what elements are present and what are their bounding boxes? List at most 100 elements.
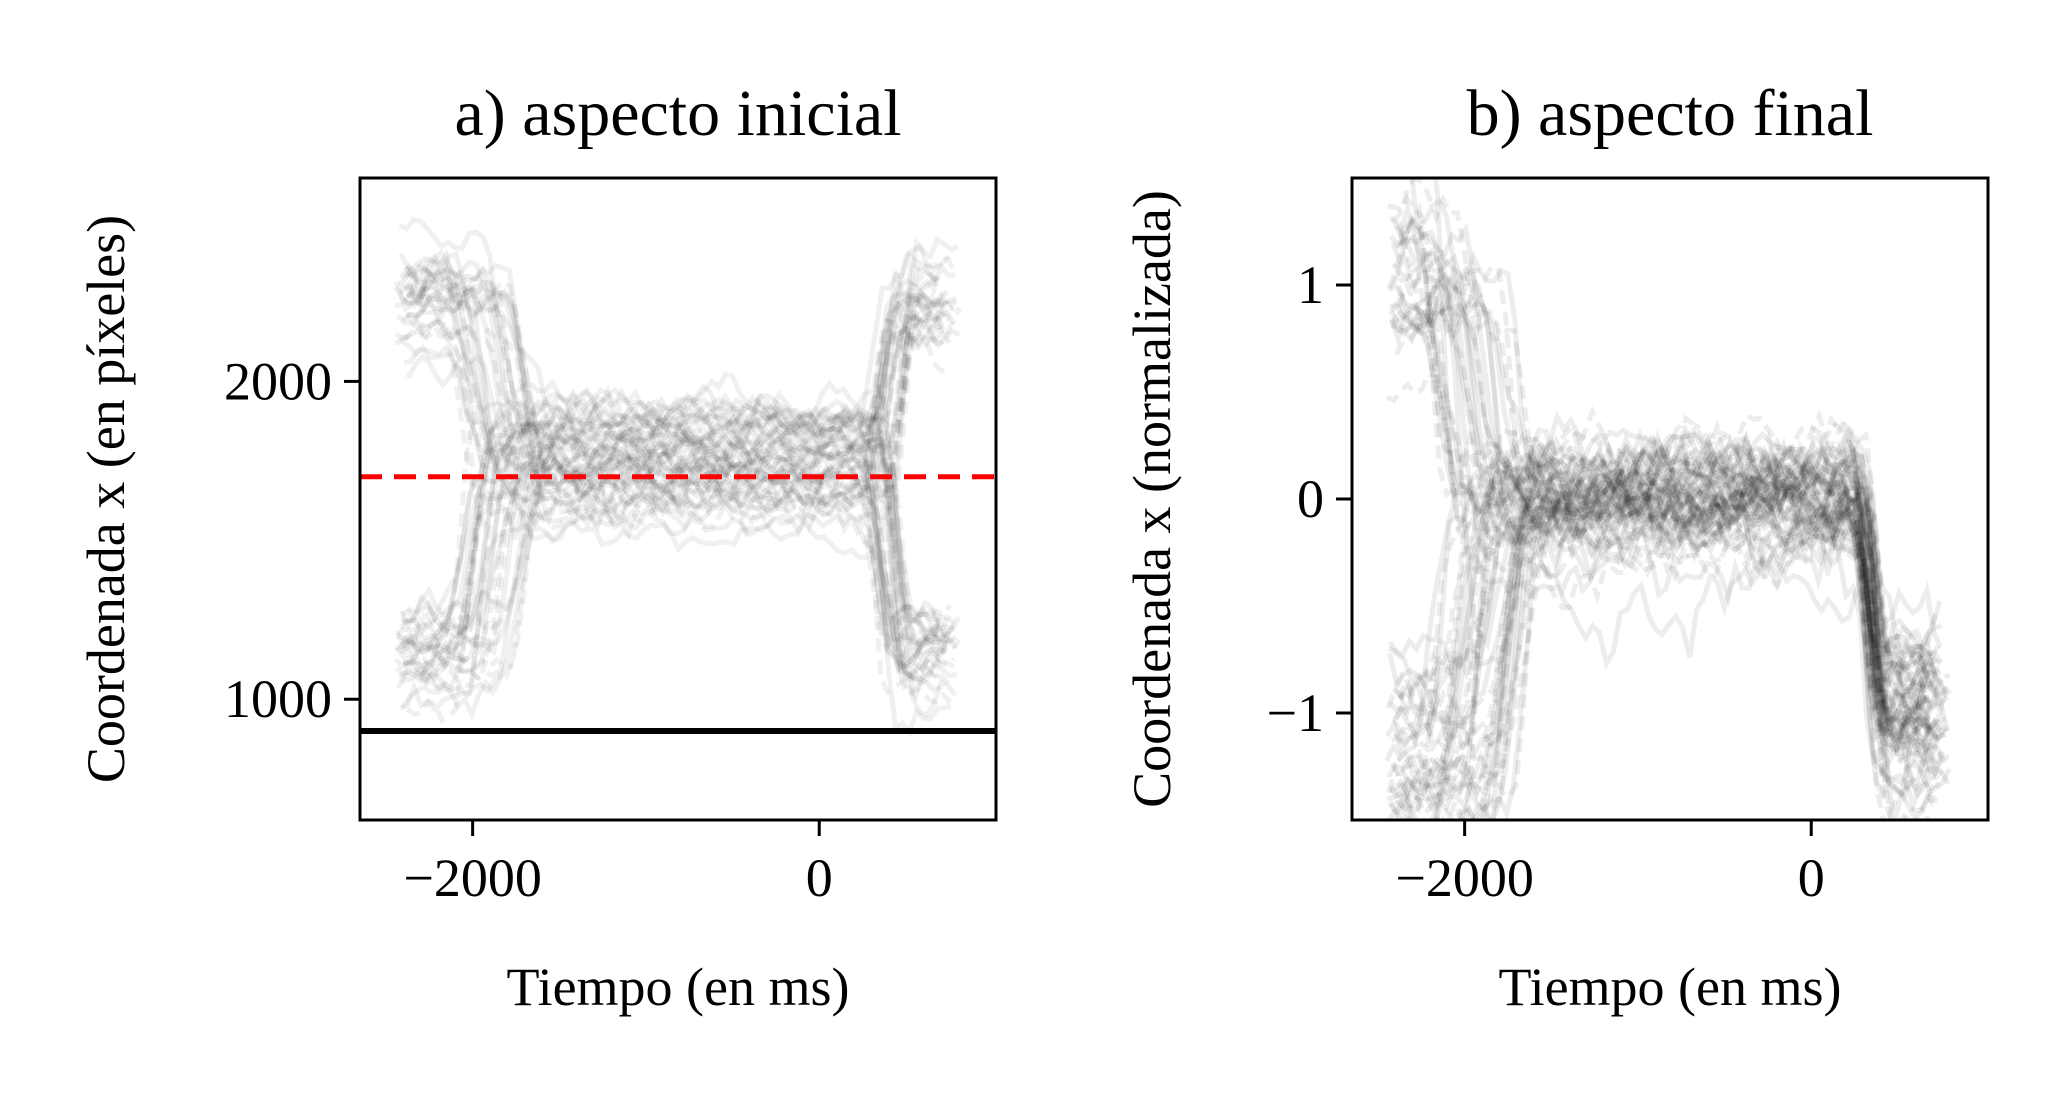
trial-trace <box>1397 476 1941 811</box>
y-tick-label: 1000 <box>224 669 332 729</box>
trial-trace <box>1395 478 1932 820</box>
panel-a-title: a) aspecto inicial <box>454 77 901 150</box>
trial-trace <box>1397 430 1950 738</box>
trial-trace <box>1392 262 1945 781</box>
trial-trace <box>1387 513 1938 820</box>
trial-trace <box>1389 272 1933 797</box>
trial-trace <box>1388 264 1940 756</box>
trial-trace <box>398 288 944 633</box>
x-tick-label: 0 <box>1798 848 1825 908</box>
trial-trace <box>1386 427 1939 801</box>
trial-trace <box>406 268 945 502</box>
trial-trace <box>1393 488 1939 820</box>
trial-trace <box>1387 535 1931 820</box>
trial-trace <box>1405 438 1942 820</box>
trial-trace <box>398 279 950 662</box>
trial-trace <box>1395 473 1941 820</box>
trial-trace <box>398 243 950 695</box>
panel-b-y-ticks: −1 0 1 <box>1267 255 1352 743</box>
trial-trace <box>393 456 953 681</box>
trial-trace <box>398 250 958 718</box>
trial-trace <box>394 273 959 498</box>
trial-trace <box>402 248 962 643</box>
y-tick-label: 1 <box>1297 255 1324 315</box>
trial-trace <box>405 258 950 441</box>
trial-trace <box>404 302 957 517</box>
trial-trace <box>1413 485 1938 820</box>
panel-a-x-axis-label: Tiempo (en ms) <box>506 957 849 1017</box>
trial-trace <box>1388 311 1934 663</box>
trial-trace <box>1396 291 1943 671</box>
trial-trace <box>401 323 944 656</box>
trial-trace <box>405 415 957 641</box>
panel-a-x-ticks: −2000 0 <box>403 820 833 908</box>
trial-trace <box>402 269 946 676</box>
trial-trace <box>1395 250 1941 665</box>
trial-trace <box>1387 443 1940 693</box>
trial-trace <box>403 293 955 479</box>
trial-trace <box>1387 178 1945 745</box>
panel-b-title: b) aspecto final <box>1467 77 1874 150</box>
trial-trace <box>1396 433 1948 820</box>
trial-trace <box>1391 474 1944 754</box>
trial-trace <box>1394 287 1933 750</box>
trial-trace <box>1384 445 1944 803</box>
trial-trace <box>1395 495 1941 820</box>
trial-trace <box>1457 434 1934 820</box>
trial-trace <box>398 292 949 647</box>
trial-trace <box>405 266 950 667</box>
trial-trace <box>1396 201 1940 743</box>
panel-b-traces <box>1384 178 1952 820</box>
trial-trace <box>405 462 957 725</box>
trial-trace <box>1388 215 1941 754</box>
trial-trace <box>1388 476 1932 820</box>
trial-trace <box>398 447 956 685</box>
trial-trace <box>1386 462 1951 802</box>
x-tick-label: −2000 <box>1395 848 1533 908</box>
trial-trace <box>1466 427 1952 820</box>
trial-trace <box>1389 427 1947 806</box>
trial-trace <box>1433 178 1932 771</box>
panel-a-frame <box>358 176 998 822</box>
trial-trace <box>1396 283 1949 732</box>
trial-trace <box>402 275 941 629</box>
trial-trace <box>1390 457 1950 763</box>
trial-trace <box>394 293 945 662</box>
trial-trace <box>399 303 943 714</box>
trial-trace <box>401 305 945 636</box>
trial-trace <box>1391 253 1950 740</box>
trial-trace <box>400 284 938 703</box>
trial-trace <box>1387 248 1946 747</box>
x-tick-label: 0 <box>806 848 833 908</box>
trial-trace <box>397 477 943 687</box>
trial-trace <box>1394 445 1932 696</box>
panel-a-y-ticks: 1000 2000 <box>224 351 360 729</box>
trial-trace <box>393 285 945 655</box>
trial-trace <box>1388 197 1941 712</box>
trial-trace <box>1389 267 1949 705</box>
trial-trace <box>403 344 938 637</box>
trial-trace <box>1490 457 1952 820</box>
trial-trace <box>403 311 961 689</box>
trial-trace <box>1390 429 1936 820</box>
trial-trace <box>1390 475 1934 759</box>
trial-trace <box>1391 487 1935 801</box>
trial-trace <box>1390 233 1942 684</box>
trial-trace <box>1391 466 1943 727</box>
trial-trace <box>404 268 948 511</box>
trial-trace <box>402 249 939 483</box>
trial-trace <box>404 299 963 651</box>
trial-trace <box>1397 201 1951 812</box>
trial-trace <box>1386 428 1950 807</box>
panel-b-y-axis-label: Coordenada x (normalizada) <box>1122 190 1182 808</box>
trial-trace <box>398 217 956 681</box>
trial-trace <box>405 350 958 672</box>
trial-trace <box>404 432 954 682</box>
trial-trace <box>1387 434 1946 743</box>
trial-trace <box>397 252 942 693</box>
trial-trace <box>1391 193 1937 752</box>
trial-trace <box>1394 221 1939 746</box>
panel-a-traces <box>393 217 963 738</box>
trial-trace <box>394 235 960 528</box>
